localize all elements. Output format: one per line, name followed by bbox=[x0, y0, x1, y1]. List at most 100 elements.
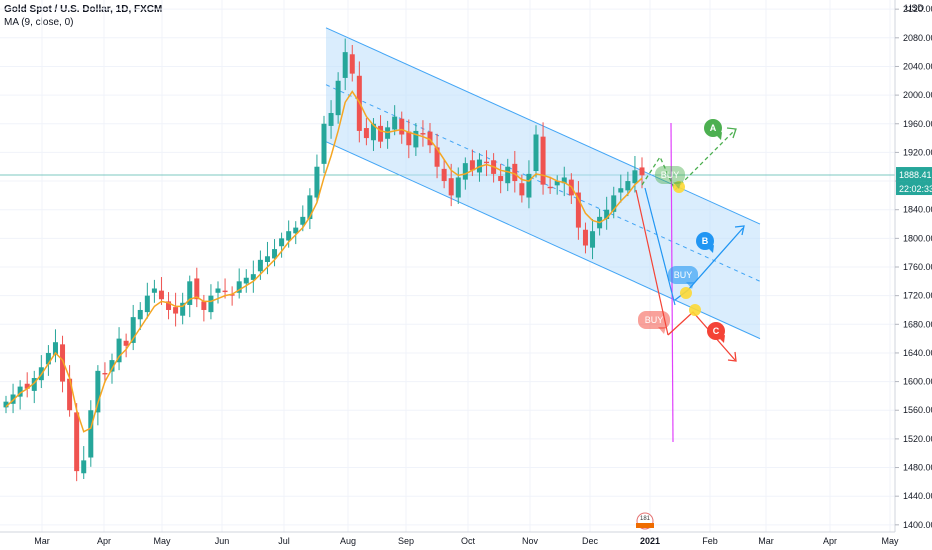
candle-body bbox=[413, 130, 419, 148]
logo-badge: 181 bbox=[636, 512, 654, 530]
last-price-tag: 1888.41 22:02:33 bbox=[896, 167, 932, 196]
candle-body bbox=[88, 410, 94, 458]
x-tick-label: Dec bbox=[582, 536, 599, 546]
buy-badge: BUY bbox=[655, 166, 685, 189]
candle-body bbox=[243, 277, 249, 284]
candle-body bbox=[399, 118, 405, 135]
y-tick-label: 1600.00 bbox=[903, 377, 932, 387]
candle-body bbox=[462, 163, 468, 180]
signal-dot bbox=[673, 181, 685, 193]
x-tick-label: Aug bbox=[340, 536, 356, 546]
candle-body bbox=[74, 412, 80, 472]
candle-body bbox=[45, 352, 51, 365]
candle-body bbox=[201, 301, 207, 310]
y-tick-label: 2120.00 bbox=[903, 4, 932, 14]
candle-body bbox=[448, 178, 454, 196]
buy-badge-label: BUY bbox=[674, 270, 693, 280]
candle-body bbox=[547, 186, 553, 189]
y-tick-label: 1640.00 bbox=[903, 348, 932, 358]
buy-badge: BUY bbox=[668, 266, 698, 289]
signal-dot bbox=[680, 287, 692, 299]
projection-red-1 bbox=[635, 189, 669, 336]
y-tick-label: 2080.00 bbox=[903, 33, 932, 43]
candle-body bbox=[264, 256, 270, 262]
scenario-b-arrow bbox=[734, 225, 745, 236]
candle-body bbox=[582, 229, 588, 246]
ma-polyline bbox=[5, 90, 643, 433]
buy-badge-bg bbox=[638, 311, 670, 329]
candle-body bbox=[498, 176, 504, 182]
candle-body bbox=[17, 386, 23, 397]
candle-body bbox=[321, 123, 327, 164]
candle-body bbox=[130, 317, 136, 343]
buy-badge-label: BUY bbox=[645, 315, 664, 325]
y-tick-label: 2000.00 bbox=[903, 90, 932, 100]
candle-body bbox=[173, 307, 179, 314]
candle-body bbox=[194, 278, 200, 300]
candle-body bbox=[137, 309, 143, 320]
last-price-label: 1888.41 bbox=[899, 170, 932, 180]
scenario-pin-circle bbox=[707, 322, 725, 340]
time-axis[interactable]: Mar Apr May Jun Jul Aug Sep Oct Nov Dec 2021 Feb Mar… bbox=[0, 531, 899, 546]
x-tick-label: Oct bbox=[461, 536, 476, 546]
logo-text: 181 bbox=[640, 516, 651, 522]
candle-body bbox=[349, 54, 355, 74]
scenario-c-arrow bbox=[727, 351, 737, 362]
candle-body bbox=[427, 131, 433, 146]
candle-body bbox=[378, 125, 384, 142]
candle-body bbox=[441, 168, 447, 182]
candle-body bbox=[604, 209, 610, 220]
candle-body bbox=[455, 177, 461, 198]
x-tick-label: Feb bbox=[702, 536, 718, 546]
y-tick-label: 1800.00 bbox=[903, 233, 932, 243]
candle-body bbox=[272, 249, 278, 259]
moving-average-line bbox=[5, 90, 643, 433]
price-axis[interactable]: 1400.00 1440.00 1480.00 1520.00 1560.00 1600.… bbox=[894, 0, 932, 550]
y-tick-label: 1920.00 bbox=[903, 147, 932, 157]
scenario-pin-circle bbox=[696, 232, 714, 250]
candle-body bbox=[286, 231, 292, 241]
y-tick-label: 1840.00 bbox=[903, 205, 932, 215]
x-tick-label: 2021 bbox=[640, 536, 660, 546]
buy-badge-tail bbox=[658, 327, 666, 334]
candle-body bbox=[370, 123, 376, 141]
y-tick-label: 1720.00 bbox=[903, 291, 932, 301]
candle-body bbox=[561, 177, 567, 184]
scenario-annotations: BUY BUY BUY A B C 181 bbox=[635, 119, 745, 530]
candle-body bbox=[512, 163, 518, 182]
scenario-a-path bbox=[641, 129, 736, 192]
candle-body bbox=[590, 231, 596, 248]
candle-body bbox=[24, 383, 30, 389]
candle-body bbox=[158, 290, 164, 300]
candle-body bbox=[342, 52, 348, 78]
last-price-bg bbox=[896, 167, 932, 182]
candle-body bbox=[328, 113, 334, 126]
candle-body bbox=[554, 181, 560, 186]
x-tick-label: Jun bbox=[215, 536, 230, 546]
buy-badge-tail bbox=[673, 182, 681, 189]
candle-body bbox=[116, 338, 122, 363]
candle-body bbox=[505, 166, 511, 184]
candle-body bbox=[31, 378, 37, 391]
x-tick-label: Mar bbox=[34, 536, 50, 546]
x-tick-label: Nov bbox=[522, 536, 539, 546]
candle-body bbox=[10, 394, 16, 404]
candle-body bbox=[526, 173, 532, 198]
candle-body bbox=[187, 281, 193, 305]
scenario-pin-tail bbox=[715, 132, 722, 140]
scenario-pin: A bbox=[704, 119, 722, 140]
x-tick-label: Apr bbox=[823, 536, 837, 546]
candle-body bbox=[67, 378, 73, 411]
countdown-label: 22:02:33 bbox=[899, 184, 932, 194]
candle-body bbox=[639, 167, 645, 176]
candle-body bbox=[144, 295, 150, 313]
candle-body bbox=[208, 295, 214, 313]
buy-badge-tail bbox=[686, 282, 694, 289]
logo-band bbox=[636, 523, 654, 528]
candle-body bbox=[300, 216, 306, 225]
candle-body bbox=[250, 274, 256, 280]
x-tick-label: May bbox=[153, 536, 171, 546]
candle-body bbox=[307, 195, 313, 220]
candle-body bbox=[420, 133, 426, 135]
